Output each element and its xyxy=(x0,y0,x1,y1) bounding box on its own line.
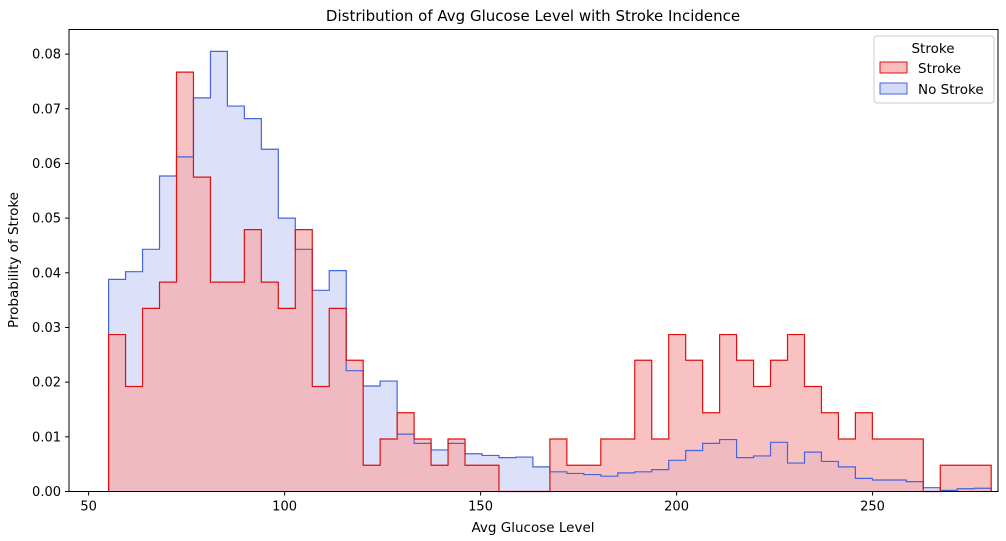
axes-frame xyxy=(68,29,999,492)
x-tick-label: 200 xyxy=(664,500,689,515)
legend-label-no-stroke: No Stroke xyxy=(918,82,984,98)
y-tick-label: 0.06 xyxy=(32,157,61,172)
y-tick-label: 0.03 xyxy=(32,321,61,336)
y-tick-label: 0.00 xyxy=(32,485,61,500)
legend-swatch-stroke xyxy=(879,61,908,74)
x-tick-label: 100 xyxy=(272,500,297,515)
y-tick-label: 0.08 xyxy=(32,48,61,63)
x-tick-label: 250 xyxy=(860,500,885,515)
x-tick-label: 50 xyxy=(80,500,97,515)
legend-label-stroke: Stroke xyxy=(918,61,961,77)
x-axis-title: Avg Glucose Level xyxy=(471,520,594,536)
x-tick-label: 150 xyxy=(468,500,493,515)
y-tick-label: 0.07 xyxy=(32,102,61,117)
x-axis: 50 100 150 200 250 xyxy=(80,491,885,515)
y-tick-label: 0.01 xyxy=(32,430,61,445)
y-tick-label: 0.05 xyxy=(32,212,61,227)
legend: Stroke Stroke No Stroke xyxy=(873,35,995,104)
plot-area xyxy=(107,50,992,493)
chart-title: Distribution of Avg Glucose Level with S… xyxy=(326,7,740,25)
legend-title: Stroke xyxy=(911,41,954,57)
y-tick-label: 0.02 xyxy=(32,376,61,391)
y-tick-label: 0.04 xyxy=(32,266,61,281)
y-axis: 0.00 0.01 0.02 0.03 0.04 0.05 0.06 0.07 0.08 xyxy=(32,48,69,500)
y-axis-title: Probability of Stroke xyxy=(6,192,22,328)
legend-swatch-no-stroke xyxy=(879,82,908,95)
